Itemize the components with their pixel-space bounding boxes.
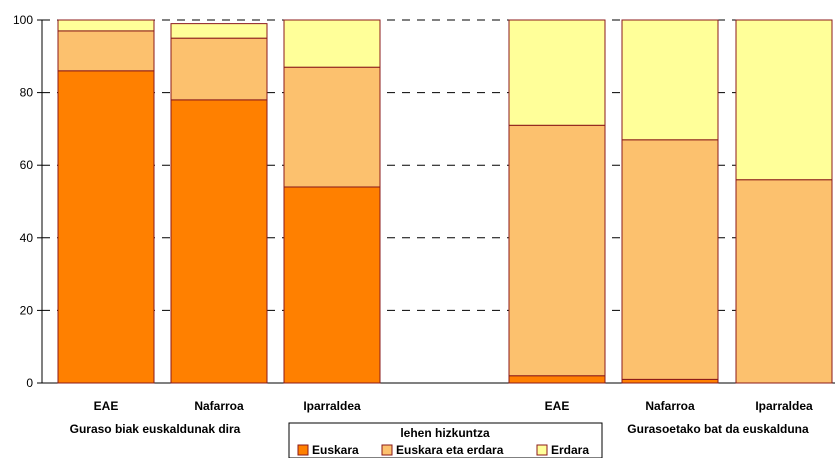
bar-segment	[283, 66, 381, 188]
legend-label-erdara: Erdara	[551, 443, 589, 457]
bar-segment	[735, 19, 833, 181]
legend-swatch-euskara	[297, 444, 309, 456]
bar-segment	[508, 124, 606, 377]
bar-segment	[170, 99, 268, 384]
legend: lehen hizkuntza Euskara Euskara eta erda…	[288, 422, 603, 458]
x-category-label: EAE	[94, 399, 119, 413]
y-tick-label-100: 100	[13, 13, 33, 27]
legend-swatch-euskara-eta-erdara	[381, 444, 393, 456]
bar-segment	[621, 139, 719, 380]
bar-segment	[283, 19, 381, 68]
bar-segment	[57, 19, 155, 32]
legend-swatch-erdara	[536, 444, 548, 456]
legend-box	[288, 422, 603, 458]
legend-label-euskara-eta-erdara: Euskara eta erdara	[396, 443, 504, 457]
x-category-label: Iparraldea	[755, 399, 813, 413]
bar-segment	[621, 19, 719, 141]
x-category-label: Nafarroa	[194, 399, 244, 413]
y-tick-labels: 0 20 40 60 80 100	[13, 13, 42, 390]
group-label-1: Guraso biak euskaldunak dira	[70, 422, 241, 436]
x-category-label: Nafarroa	[645, 399, 695, 413]
x-category-label: Iparraldea	[303, 399, 361, 413]
bar-segment	[283, 186, 381, 384]
x-category-label: EAE	[545, 399, 570, 413]
bar-segment	[735, 179, 833, 384]
y-tick-label-0: 0	[26, 376, 33, 390]
bar-segment	[170, 37, 268, 101]
legend-title: lehen hizkuntza	[400, 426, 490, 440]
y-tick-label-80: 80	[20, 86, 34, 100]
y-tick-label-20: 20	[20, 303, 34, 317]
legend-label-euskara: Euskara	[312, 443, 359, 457]
y-tick-label-40: 40	[20, 231, 34, 245]
bars	[57, 19, 833, 384]
bar-segment	[170, 23, 268, 39]
bar-segment	[508, 19, 606, 126]
x-category-labels: EAE Nafarroa Iparraldea EAE Nafarroa Iparrald…	[94, 399, 813, 413]
bar-segment	[508, 375, 606, 384]
bar-segment	[621, 378, 719, 384]
y-tick-label-60: 60	[20, 158, 34, 172]
group-label-2: Gurasoetako bat da euskalduna	[627, 422, 809, 436]
bar-segment	[57, 30, 155, 72]
bar-segment	[57, 70, 155, 384]
